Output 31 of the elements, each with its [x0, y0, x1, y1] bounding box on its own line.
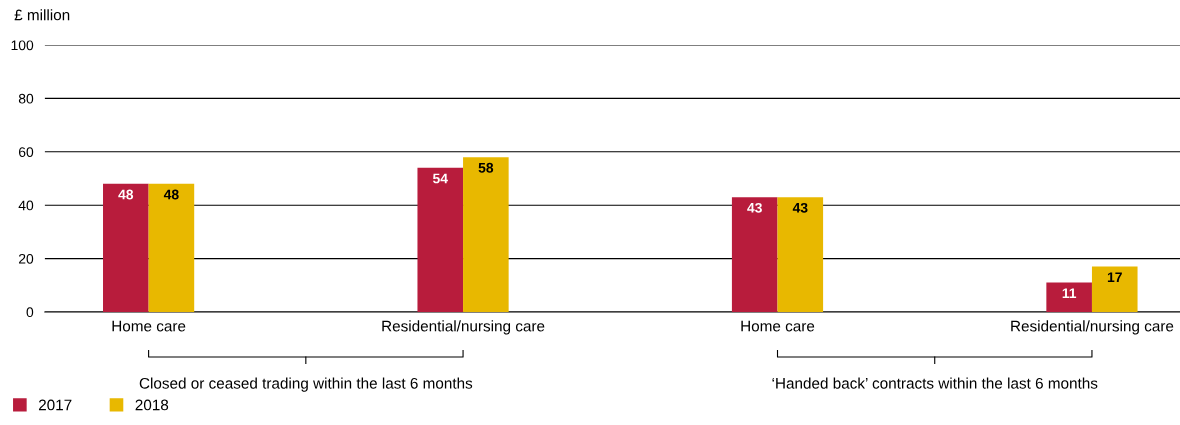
bar [103, 183, 149, 312]
y-tick-label: 80 [18, 93, 34, 104]
bar [148, 183, 195, 312]
y-tick-label: 60 [18, 147, 34, 157]
x-tick-label: Residential/nursing care [1011, 320, 1174, 335]
bar [731, 197, 778, 312]
text: ‘Handed back’ contracts within the last 6 months [772, 377, 1098, 389]
x-tick-label: Home care [741, 320, 815, 332]
x-tick-label: Residential/nursing care [382, 320, 545, 335]
data-label: 11 [1062, 288, 1077, 298]
data-label: 48 [163, 189, 179, 200]
x-tick-label: Home care [112, 320, 186, 332]
y-tick-label: 40 [18, 200, 34, 211]
y-tick-label: 100 [11, 40, 34, 51]
bar [417, 167, 464, 312]
text: Closed or ceased trading within the last 6 months [139, 377, 473, 392]
data-label: 17 [1107, 272, 1122, 282]
y-axis-title: £ million [14, 9, 70, 21]
data-label: 43 [792, 202, 808, 213]
y-tick-label: 0 [26, 307, 34, 318]
legend-label: 2018 [135, 399, 169, 411]
data-label: 48 [118, 189, 134, 200]
bar [1046, 282, 1092, 312]
bar [1091, 266, 1138, 312]
data-label: 54 [432, 173, 448, 184]
y-tick-label: 20 [18, 253, 34, 264]
legend-label: 2017 [38, 399, 72, 411]
data-label: 43 [747, 202, 762, 213]
bar [463, 157, 509, 312]
bar [777, 197, 824, 312]
data-label: 58 [478, 162, 494, 173]
